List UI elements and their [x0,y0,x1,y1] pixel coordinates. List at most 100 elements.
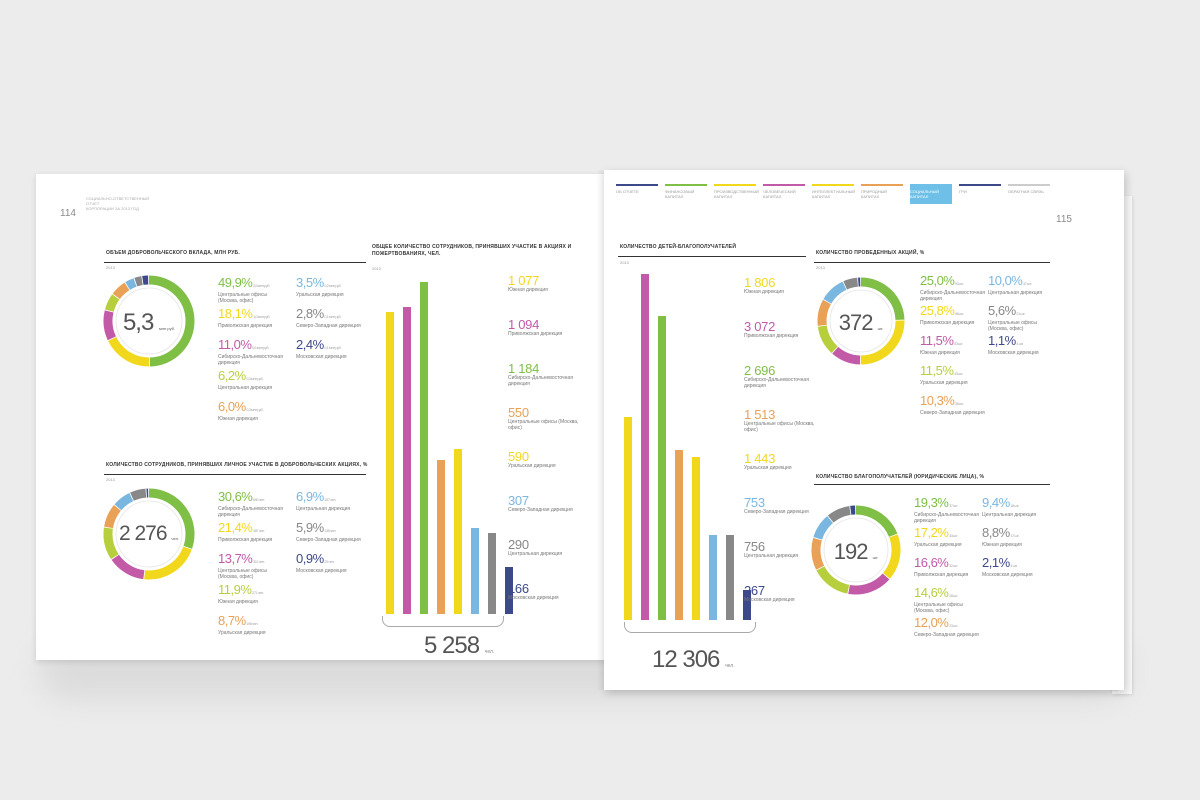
tab-4[interactable]: ЧЕЛОВЕЧЕСКИЙ КАПИТАЛ [763,184,805,204]
legend-item: 6,0% 0,3 млн руб. Южная дирекция [218,400,288,422]
bar-legend-label: Сибирско-Дальневосточная дирекция [744,377,809,389]
legend-percent: 9,4% 18 шт. [982,495,1019,510]
bar-legend-value: 1 094 [508,317,540,332]
legend-label: Центральные офисы (Москва, офис) [218,292,267,304]
donut-svg [103,275,195,367]
bar-legend-value: 1 077 [508,273,540,288]
donut-slice [843,277,859,290]
legend-percent: 1,1% 4 шт. [988,333,1023,348]
bar-legend-item: 2 696 Сибирско-Дальневосточная дирекция [744,364,824,389]
tab-label: ПРОИЗВОДСТВЕННЫЙ КАПИТАЛ [714,189,759,199]
donut-svg [103,488,195,580]
tab-5[interactable]: ИНТЕЛЛЕКТУАЛЬНЫЙ КАПИТАЛ [812,184,855,204]
donut-slice [103,527,119,560]
donut-slice [811,537,825,570]
bar [692,457,700,620]
donut-total-value: 2 276 [118,522,168,545]
donut-inner-ring [823,517,889,583]
bar-legend-value: 307 [508,493,529,508]
bar-total: 5 258 чел. [424,632,494,660]
legend-amount: 0,3 млн руб. [245,376,263,381]
tab-2[interactable]: ФИНАНСОВЫЙ КАПИТАЛ [665,184,707,204]
legend-amount: 0,1 млн руб. [323,314,341,319]
donut-slice [108,336,150,367]
bar-legend-value: 753 [744,495,765,510]
legend-item: 1,1% 4 шт. Московская дирекция [988,334,1058,356]
bar-legend-value: 590 [508,449,529,464]
legend-amount: 0,2 млн руб. [323,283,341,288]
legend-item: 3,5% 0,2 млн руб. Уральская дирекция [296,276,366,298]
donut-slice [111,554,145,580]
tab-3[interactable]: ПРОИЗВОДСТВЕННЫЙ КАПИТАЛ [714,184,759,204]
legend-item: 5,6% 21 шт. Центральные офисы (Москва, оф… [988,304,1058,332]
section-year: 2013 [620,260,629,265]
donut-chart-volunteer-volume [102,274,196,368]
legend-item: 9,4% 18 шт. Центральная дирекция [982,496,1052,518]
legend-percent: 19,3% 37 шт. [914,495,958,510]
bar-legend-label: Центральная дирекция [508,551,563,557]
bar [454,448,462,614]
legend-label: Московская дирекция [988,350,1039,356]
legend-item: 8,8% 17 шт. Южная дирекция [982,526,1052,548]
tab-label: ГРИ [959,189,967,194]
tab-color-line [714,184,756,186]
legend-percent: 5,9% 135 чел. [296,520,336,535]
tab-9[interactable]: ОБРАТНАЯ СВЯЗЬ [1008,184,1050,204]
legend-amount: 32 шт. [948,563,958,568]
legend-item: 2,1% 4 шт. Московская дирекция [982,556,1052,578]
bar-legend-value: 1 513 [744,407,776,422]
donut-chart-beneficiaries [810,504,902,596]
tab-color-line [1008,184,1050,186]
section-title: ОБЩЕЕ КОЛИЧЕСТВО СОТРУДНИКОВ, ПРИНЯВШИХ … [372,244,572,257]
bar-legend-value: 1 806 [744,275,776,290]
legend-label: Сибирско-Дальневосточная дирекция [920,290,985,302]
legend-item: 0,9% 20 чел. Московская дирекция [296,552,366,574]
legend-label: Северо-Западная дирекция [914,632,979,638]
bar-legend-label: Северо-Западная дирекция [744,509,809,515]
legend-amount: 93 шт. [954,281,964,286]
tab-6[interactable]: ПРИРОДНЫЙ КАПИТАЛ [861,184,903,204]
legend-percent: 0,9% 20 чел. [296,551,334,566]
donut-chart-employees-personal [102,487,196,581]
legend-percent: 17,2% 33 шт. [914,525,958,540]
legend-amount: 37 шт. [1022,281,1032,286]
legend-amount: 18 шт. [1009,503,1019,508]
bar-legend-value: 1 443 [744,451,776,466]
legend-percent: 49,9% 2,6 млн руб. [218,275,270,290]
donut-slice [882,534,901,579]
bar [641,274,649,620]
bar-legend-label: Сибирско-Дальневосточная дирекция [508,375,573,387]
legend-label: Приволжская дирекция [218,537,273,543]
legend-label: Сибирско-Дальневосточная дирекция [914,512,979,524]
bar-legend-label: Московская дирекция [744,597,795,603]
donut-slice [104,294,120,312]
right-page-number: 115 [1056,214,1072,225]
donut-slice [816,566,850,594]
legend-percent: 8,8% 17 шт. [982,525,1019,540]
legend-percent: 11,5% 43 шт. [920,363,963,378]
legend-item: 49,9% 2,6 млн руб. Центральные офисы (Мос… [218,276,288,304]
legend-item: 5,9% 135 чел. Северо-Западная дирекция [296,521,366,543]
legend-amount: 38 шт. [954,401,964,406]
legend-percent: 13,7% 312 чел. [218,551,265,566]
bar-legend-item: 1 094 Приволжская дирекция [508,318,588,337]
section-year: 2013 [816,265,825,270]
section-rule [104,474,366,475]
tab-color-line [959,184,1001,186]
bar-total-value: 5 258 [424,632,480,659]
legend-item: 6,2% 0,3 млн руб. Центральная дирекция [218,369,288,391]
bar-total: 12 306 чел. [652,646,735,674]
donut-slice [817,299,832,326]
bar-legend-label: Центральные офисы (Москва, офис) [508,419,579,431]
donut-slice [813,516,834,540]
tab-8[interactable]: ГРИ [959,184,1001,204]
legend-label: Московская дирекция [296,568,347,574]
bar [386,312,394,614]
legend-amount: 0,6 млн руб. [251,345,269,350]
legend-label: Южная дирекция [982,542,1022,548]
legend-percent: 18,1% 1,0 млн руб. [218,306,270,321]
tab-7[interactable]: СОЦИАЛЬНЫЙ КАПИТАЛ [910,184,952,204]
legend-amount: 696 чел. [252,497,265,502]
bar-legend-value: 3 072 [744,319,776,334]
tab-1[interactable]: ОБ ОТЧЕТЕ [616,184,658,204]
